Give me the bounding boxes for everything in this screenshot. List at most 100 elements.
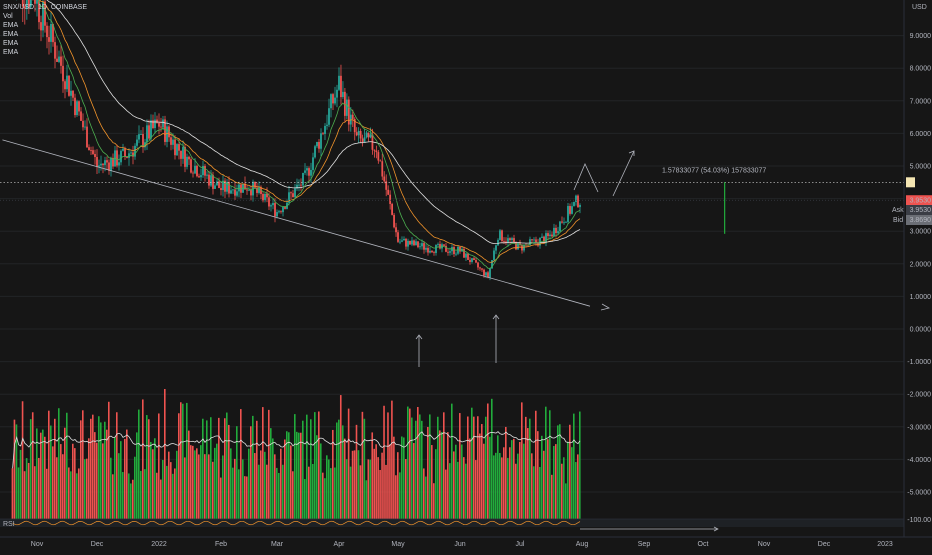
volume-bar (270, 428, 272, 519)
level-tag (906, 177, 915, 188)
volume-bar (535, 410, 537, 519)
volume-bar (98, 416, 100, 519)
chart-legend: SNX/USD, 1D, COINBASE Vol EMA EMA EMA EM… (3, 3, 87, 57)
volume-bar (318, 411, 320, 519)
candle-body (330, 94, 332, 109)
time-tick-13: Dec (818, 541, 831, 548)
candle-body (226, 181, 228, 192)
volume-bar (194, 450, 196, 519)
volume-bar (561, 463, 563, 519)
volume-bar (252, 415, 254, 519)
candle-body (130, 152, 132, 154)
legend-symbol[interactable]: SNX/USD, 1D, COINBASE (3, 4, 88, 11)
candle-body (543, 236, 545, 244)
candle-body (84, 126, 86, 128)
candle-body (575, 195, 577, 203)
candle-body (567, 206, 569, 222)
legend-ema-2[interactable]: EMA (3, 31, 19, 38)
volume-bar (405, 459, 407, 519)
volume-bar (94, 432, 96, 519)
time-tick-11: Oct (698, 541, 709, 548)
ask-label: Ask (892, 207, 904, 214)
candle-body (387, 189, 390, 195)
candle-body (188, 156, 190, 160)
volume-bar (102, 443, 104, 519)
candle-body (373, 149, 376, 151)
candle-body (272, 203, 274, 206)
candle-body (306, 168, 308, 171)
legend-ema-3[interactable]: EMA (3, 40, 19, 47)
rsi-label: RSI (3, 521, 15, 528)
candle-body (361, 138, 364, 143)
volume-bar (188, 430, 190, 519)
volume-bar (82, 410, 84, 519)
volume-bar (208, 454, 210, 519)
volume-bar (260, 450, 262, 519)
trendline-arrowhead (600, 303, 611, 311)
volume-bar (411, 417, 413, 519)
volume-bar (142, 399, 144, 519)
candle-body (230, 190, 232, 194)
candle-body (399, 241, 401, 243)
candle-body (344, 91, 346, 116)
candle-body (278, 211, 280, 213)
candle-body (108, 162, 110, 171)
candle-body (25, 0, 28, 9)
volume-bar (80, 420, 82, 519)
volume-bar (334, 467, 336, 519)
candle-body (300, 184, 302, 186)
time-tick-1: Dec (91, 541, 104, 548)
volume-bar (413, 443, 415, 519)
candle-body (385, 181, 388, 190)
volume-bar (503, 447, 505, 519)
volume-bar (449, 463, 451, 519)
volume-bar (27, 462, 30, 519)
volume-bar (78, 468, 80, 519)
candle-body (397, 232, 399, 242)
volume-bar (222, 455, 224, 519)
candle-body (457, 246, 459, 254)
legend-ema-1[interactable]: EMA (3, 22, 19, 29)
volume-bar (391, 400, 393, 519)
volume-bar (573, 413, 575, 519)
legend-ema-4[interactable]: EMA (3, 49, 19, 56)
current-price-tag (906, 195, 932, 206)
volume-bar (501, 457, 503, 519)
candle-body (118, 162, 120, 166)
volume-bar (168, 451, 170, 519)
volume-bar (326, 455, 328, 519)
candle-body (579, 205, 581, 208)
candle-body (353, 118, 356, 133)
time-tick-8: Jul (516, 541, 525, 548)
volume-bar (563, 457, 565, 519)
volume-bar (108, 401, 110, 519)
volume-bar (182, 403, 184, 519)
volume-bar (433, 483, 435, 519)
candle-body (58, 56, 60, 62)
candle-body (463, 248, 465, 258)
candle-body (284, 207, 286, 209)
volume-bar (44, 436, 46, 519)
legend-vol[interactable]: Vol (3, 13, 13, 20)
candle-body (72, 90, 74, 98)
volume-bar (383, 405, 385, 519)
volume-bar (515, 463, 517, 519)
candle-body (308, 168, 310, 176)
volume-bar (441, 431, 443, 519)
candle-body (96, 157, 98, 167)
candle-body (555, 227, 557, 233)
candle-body (104, 160, 106, 166)
volume-bar (290, 445, 292, 519)
candle-body (332, 94, 334, 104)
rsi-line (12, 520, 581, 526)
candle-body (212, 175, 214, 189)
volume-bar (338, 419, 340, 519)
volume-bar (359, 465, 362, 519)
volume-bar (56, 457, 58, 519)
candle-body (505, 241, 507, 243)
volume-bar (345, 459, 348, 519)
volume-bar (429, 414, 431, 519)
candle-body (573, 202, 575, 207)
